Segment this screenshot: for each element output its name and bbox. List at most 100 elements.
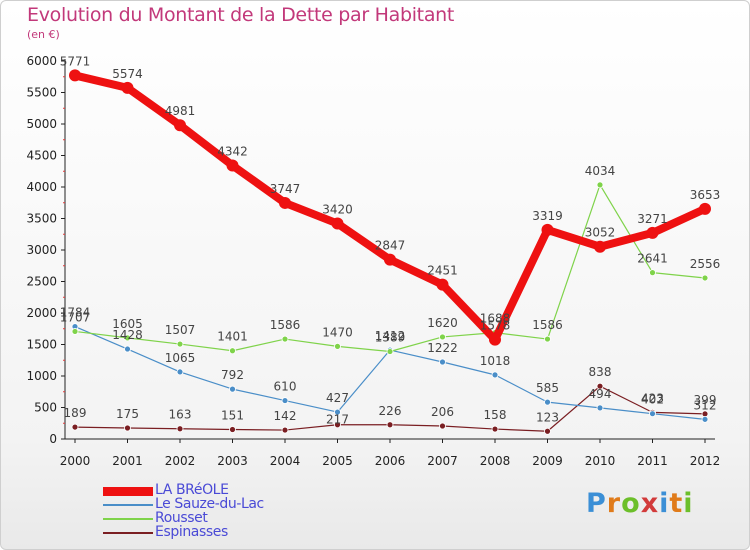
x-tick-label: 2001 xyxy=(112,454,143,468)
data-point xyxy=(489,333,501,346)
data-label: 1688 xyxy=(480,312,511,326)
data-label: 175 xyxy=(116,407,139,421)
data-point xyxy=(649,269,656,277)
logo-letter: x xyxy=(640,488,660,519)
data-point xyxy=(331,217,344,230)
data-point xyxy=(701,274,709,282)
data-label: 142 xyxy=(274,409,297,423)
data-label: 3747 xyxy=(270,182,301,196)
data-label: 1784 xyxy=(60,306,91,320)
data-label: 158 xyxy=(484,408,507,422)
data-label: 5574 xyxy=(112,67,143,81)
chart-unit-label: (en €) xyxy=(27,28,60,41)
x-tick-label: 2002 xyxy=(165,454,196,468)
y-tick-label: 5500 xyxy=(26,86,57,100)
data-label: 1389 xyxy=(375,330,406,344)
data-label: 1507 xyxy=(165,323,196,337)
data-point xyxy=(334,408,341,416)
data-label: 312 xyxy=(694,398,717,412)
y-tick-label: 4000 xyxy=(26,180,57,194)
data-point xyxy=(229,347,236,355)
data-point xyxy=(646,226,659,239)
data-point xyxy=(384,253,396,266)
data-point xyxy=(439,333,446,341)
x-tick-label: 2009 xyxy=(532,454,563,468)
x-tick-label: 2010 xyxy=(585,454,616,468)
data-point xyxy=(596,181,604,189)
logo-letter: P xyxy=(586,488,607,519)
data-point xyxy=(439,358,446,366)
x-tick-label: 2008 xyxy=(480,454,511,468)
data-label: 4981 xyxy=(165,104,196,118)
chart-title: Evolution du Montant de la Dette par Hab… xyxy=(27,4,455,26)
x-tick-label: 2005 xyxy=(322,454,353,468)
data-point xyxy=(386,348,394,355)
data-label: 1428 xyxy=(112,328,143,342)
data-point xyxy=(594,240,606,253)
data-label: 1065 xyxy=(165,351,196,365)
data-label: 217 xyxy=(326,412,349,426)
x-tick-label: 2012 xyxy=(690,454,721,468)
data-label: 1470 xyxy=(322,325,353,339)
data-point xyxy=(386,421,394,429)
legend-swatch xyxy=(103,486,153,496)
logo-letter: t xyxy=(669,488,684,519)
data-label: 1412 xyxy=(375,329,406,343)
legend-label: Espinasses xyxy=(155,524,228,540)
data-label: 585 xyxy=(536,381,559,395)
data-point xyxy=(71,423,79,431)
data-point xyxy=(229,385,236,393)
y-tick-label: 2500 xyxy=(26,275,57,289)
data-label: 1586 xyxy=(270,318,301,332)
data-point xyxy=(436,278,449,291)
data-point xyxy=(699,202,711,215)
data-label: 2451 xyxy=(427,264,458,278)
data-point xyxy=(279,196,291,209)
data-point xyxy=(226,159,239,172)
data-label: 399 xyxy=(694,393,717,407)
data-point xyxy=(544,398,551,406)
legend-swatch xyxy=(103,532,153,534)
y-tick-label: 3000 xyxy=(26,243,57,257)
data-label: 838 xyxy=(589,365,612,379)
data-point xyxy=(701,415,709,423)
data-label: 1222 xyxy=(427,341,458,355)
data-label: 3653 xyxy=(690,188,721,202)
data-label: 3271 xyxy=(637,212,668,226)
y-tick-label: 0 xyxy=(49,432,57,446)
y-tick-label: 1000 xyxy=(26,369,57,383)
data-label: 1586 xyxy=(532,318,563,332)
data-label: 206 xyxy=(431,405,454,419)
data-label: 402 xyxy=(641,393,664,407)
data-point xyxy=(121,81,134,94)
data-label: 1018 xyxy=(480,354,511,368)
x-tick-label: 2007 xyxy=(427,454,458,468)
y-tick-label: 1500 xyxy=(26,338,57,352)
data-point xyxy=(229,426,236,433)
logo-letter: o xyxy=(621,488,641,519)
data-point xyxy=(174,119,186,132)
data-label: 2556 xyxy=(690,257,721,271)
data-label: 423 xyxy=(641,391,664,405)
data-label: 5771 xyxy=(60,54,91,68)
x-tick-label: 2000 xyxy=(60,454,91,468)
data-point xyxy=(176,340,184,348)
data-point xyxy=(491,425,499,433)
data-label: 3319 xyxy=(532,209,563,223)
data-label: 2847 xyxy=(375,239,406,253)
data-label: 427 xyxy=(326,391,349,405)
data-label: 792 xyxy=(221,368,244,382)
data-point xyxy=(541,223,554,236)
y-tick-label: 4500 xyxy=(26,149,57,163)
data-point xyxy=(334,421,341,429)
x-tick-label: 2011 xyxy=(637,454,668,468)
data-point xyxy=(281,426,289,434)
legend-label: Rousset xyxy=(155,510,208,526)
data-label: 226 xyxy=(379,404,402,418)
data-point xyxy=(491,371,499,379)
data-label: 1620 xyxy=(427,316,458,330)
x-tick-label: 2006 xyxy=(375,454,406,468)
data-label: 151 xyxy=(221,408,244,422)
data-label: 1578 xyxy=(480,319,511,333)
logo-letter: i xyxy=(683,488,694,519)
